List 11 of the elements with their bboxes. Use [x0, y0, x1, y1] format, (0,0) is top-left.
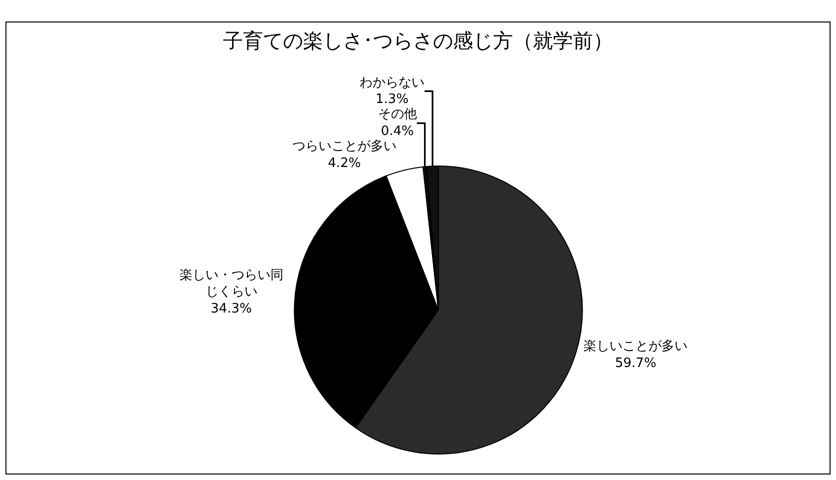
slice-label: 楽しい・つらい同じくらい: [179, 268, 284, 300]
slice-label: つらいことが多い: [292, 139, 396, 154]
slice-label: わからない: [360, 75, 425, 90]
data-label: 0.4%: [380, 124, 414, 140]
data-label: 59.7%: [615, 356, 656, 371]
data-label: 1.3%: [376, 92, 409, 108]
slice-label: その他: [378, 107, 417, 122]
slice-label: 楽しいことが多い: [584, 338, 688, 354]
chart-title: 子育ての楽しさ･つらさの感じ方（就学前）: [223, 28, 613, 53]
data-label: 4.2%: [328, 156, 361, 171]
data-label: 34.3%: [210, 302, 252, 317]
